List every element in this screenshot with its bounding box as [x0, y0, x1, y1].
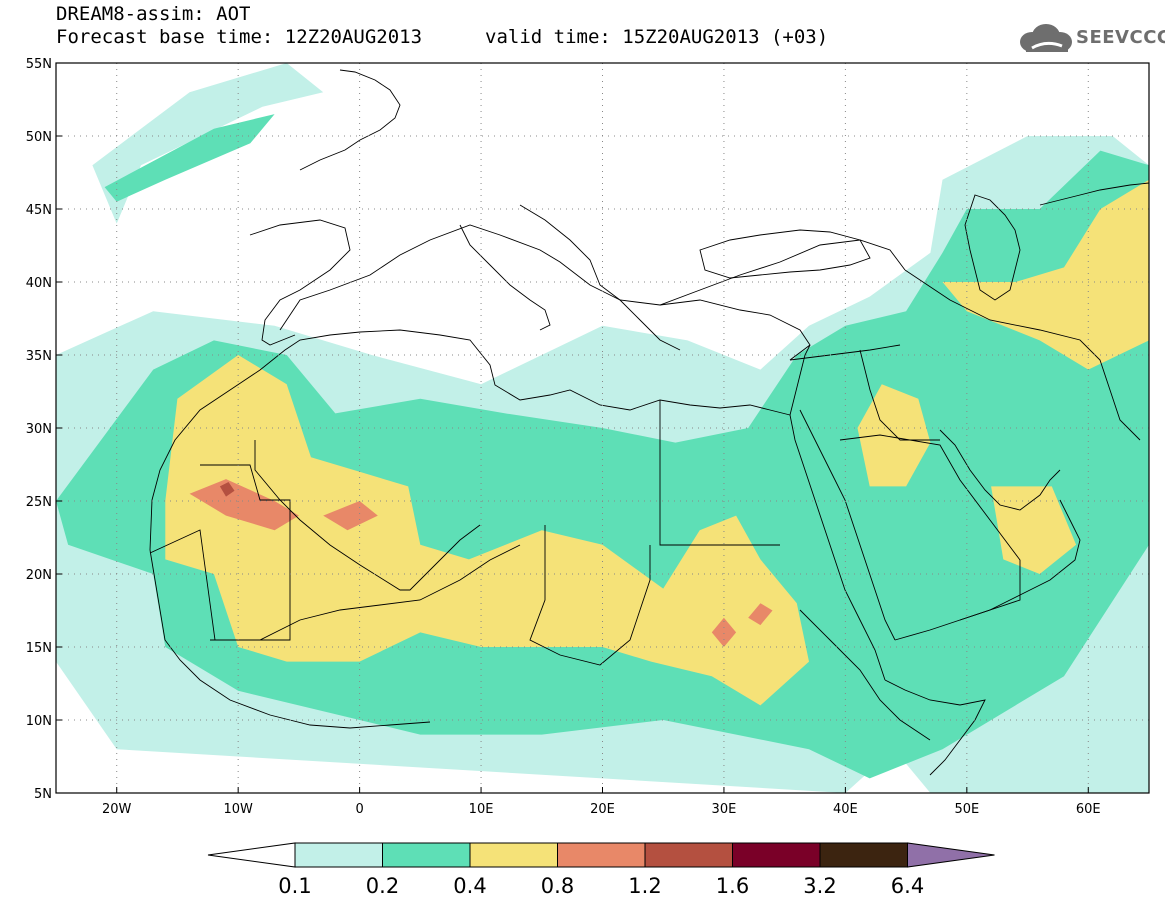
lon-tick-label: 0: [355, 802, 363, 817]
colorbar-swatch: [557, 842, 646, 868]
aot-contour-0.4-0.8-4: [165, 355, 810, 706]
lon-tick-label: 20W: [102, 802, 132, 817]
lon-tick-label: 30E: [712, 802, 737, 817]
colorbar-label: 0.2: [366, 874, 399, 898]
aot-contour-0.4-0.8-5: [857, 384, 931, 487]
lat-tick-label: 5N: [34, 787, 52, 802]
aot-contour-0.2-0.4-1: [104, 114, 275, 202]
colorbar-swatch: [732, 842, 821, 868]
coastline-north-africa: [149, 329, 791, 551]
aot-contour-0.8-1.2-9: [323, 501, 378, 531]
coastline-red-sea-west: [789, 414, 886, 681]
border-mali-mauritania: [149, 464, 291, 641]
border-saudi: [839, 434, 1021, 621]
colorbar-swatch: [469, 842, 558, 868]
colorbar-swatch: [382, 842, 471, 868]
colorbar-label: 1.2: [628, 874, 661, 898]
border-ethiopia: [799, 609, 931, 741]
lon-tick-label: 10E: [469, 802, 494, 817]
logo-text: SEEVCCC: [1076, 27, 1165, 48]
border-chad-sudan: [529, 525, 651, 666]
coastline-europe: [279, 224, 906, 331]
forecast-base-time: Forecast base time: 12Z20AUG2013: [56, 26, 423, 48]
colorbar-max-arrow: [907, 842, 995, 868]
border-kazakh: [1039, 182, 1149, 206]
coastline-horn: [884, 679, 986, 776]
coastline-red-sea-east: [799, 409, 896, 641]
lat-tick-label: 10N: [26, 714, 52, 729]
lon-tick-label: 10W: [223, 802, 253, 817]
colorbar-label: 1.6: [716, 874, 749, 898]
border-algeria: [254, 440, 481, 591]
aot-contour-0.8-1.2-11: [748, 603, 773, 626]
border-iraq: [859, 349, 940, 441]
colorbar-label: 3.2: [803, 874, 836, 898]
colorbar-swatch: [644, 842, 733, 868]
coastline-arabia-south: [894, 499, 1081, 641]
cloud-logo-icon: [1020, 24, 1072, 52]
colorbar-swatch: [294, 842, 383, 868]
colorbar-label: 6.4: [891, 874, 924, 898]
colorbar-min-arrow: [207, 842, 296, 868]
colorbar-label: 0.8: [541, 874, 574, 898]
coastline-iberia: [249, 219, 351, 346]
axis-ticks: 20W 10W 0 10E 20E 30E 40E 50E 60E 55N 50N 45N 40N 35N…: [26, 57, 1101, 817]
border-turkey-syria: [789, 344, 901, 361]
aot-contour-0.1-0.2-0: [92, 63, 324, 224]
lat-tick-label: 55N: [26, 57, 52, 72]
aot-contour-1.2-1.6-12: [219, 482, 235, 497]
lon-tick-label: 50E: [954, 802, 979, 817]
coastline-italy: [459, 224, 551, 331]
aot-contour-0.4-0.8-6: [942, 179, 1149, 370]
coastline-caspian: [964, 194, 1021, 301]
lat-tick-label: 30N: [26, 422, 52, 437]
aot-contour-0.8-1.2-10: [711, 617, 737, 647]
colorbar: 0.1 0.2 0.4 0.8 1.2 1.6 3.2 6.4: [207, 842, 995, 898]
lat-tick-label: 15N: [26, 641, 52, 656]
colorbar-swatch: [819, 842, 908, 868]
coastline-france-uk: [299, 69, 401, 171]
country-borders: [149, 69, 1149, 776]
lat-tick-label: 25N: [26, 495, 52, 510]
aot-field: [56, 63, 1149, 793]
seevccc-logo: SEEVCCC: [1018, 22, 1165, 56]
coastline-gulf: [939, 429, 1061, 511]
aot-contour-0.8-1.2-8: [189, 479, 299, 531]
lat-tick-label: 20N: [26, 568, 52, 583]
coastline-west-africa: [149, 549, 431, 729]
lon-tick-label: 40E: [833, 802, 858, 817]
border-libya-egypt: [659, 400, 780, 546]
coastline-balkans: [519, 204, 681, 351]
lat-tick-label: 45N: [26, 203, 52, 218]
lat-tick-label: 35N: [26, 349, 52, 364]
lat-tick-label: 40N: [26, 276, 52, 291]
forecast-valid-time: valid time: 15Z20AUG2013 (+03): [485, 26, 829, 48]
lon-tick-label: 60E: [1076, 802, 1101, 817]
border-iran: [904, 269, 1141, 441]
graticule: [56, 63, 1149, 793]
coastline-black-sea: [699, 229, 871, 279]
colorbar-label: 0.1: [278, 874, 311, 898]
lon-tick-label: 20E: [590, 802, 615, 817]
border-sahel: [210, 544, 521, 641]
coastline-levant: [789, 344, 811, 416]
lat-tick-label: 50N: [26, 130, 52, 145]
colorbar-label: 0.4: [453, 874, 486, 898]
map-title: DREAM8-assim: AOT: [56, 3, 251, 25]
